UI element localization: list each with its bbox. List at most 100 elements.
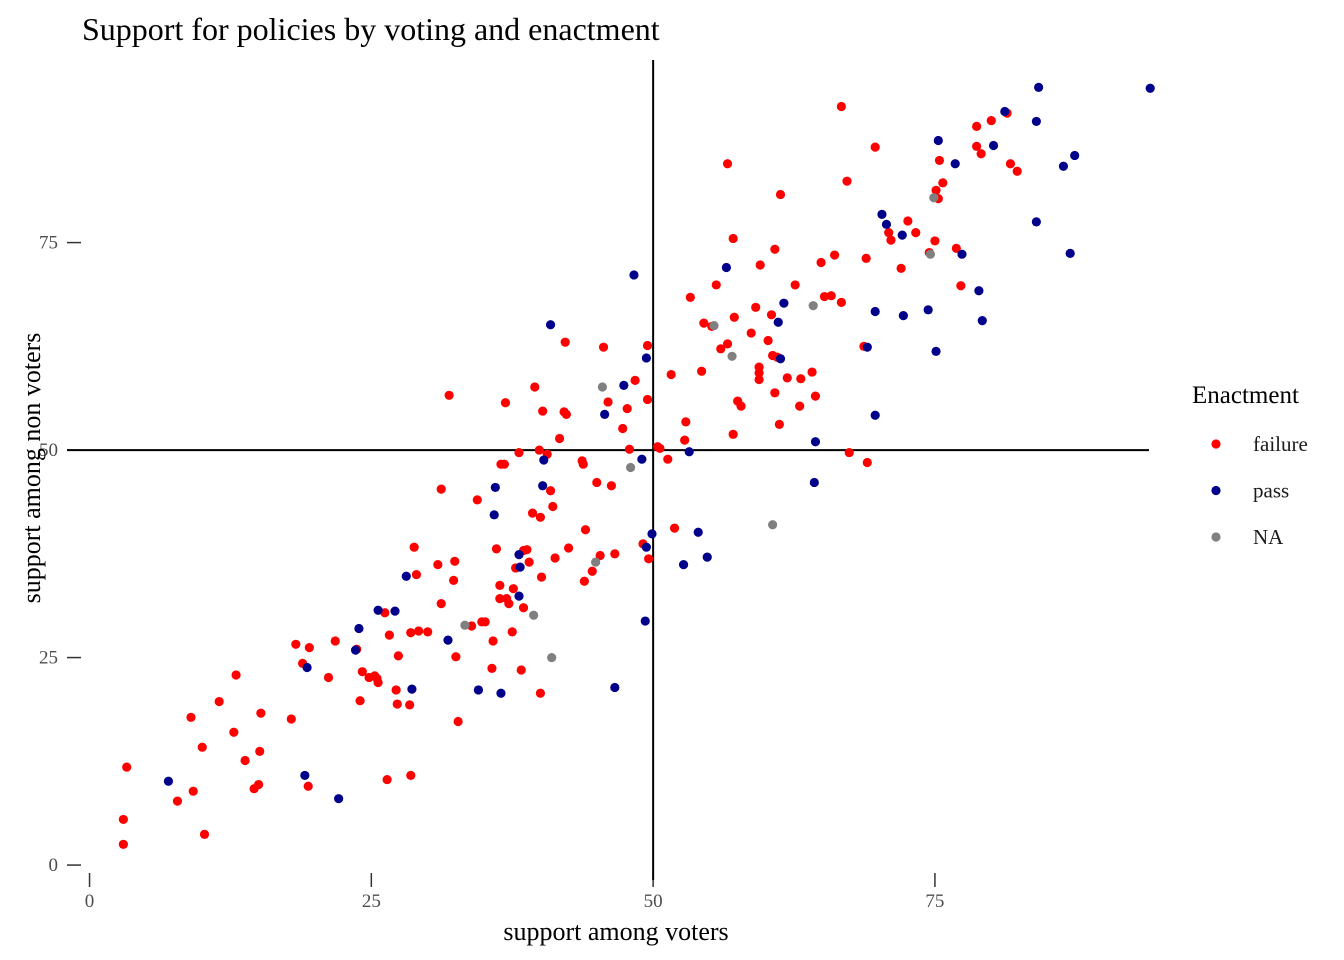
- point-pass-29: [647, 529, 657, 539]
- point-pass-48: [931, 346, 941, 356]
- point-pass-5: [354, 623, 364, 634]
- point-pass-57: [1031, 217, 1041, 227]
- point-failure-22: [330, 636, 340, 646]
- point-na-3: [591, 557, 601, 567]
- point-failure-87: [560, 337, 570, 347]
- point-failure-48: [450, 556, 460, 566]
- point-failure-165: [911, 228, 921, 238]
- point-failure-97: [598, 342, 609, 352]
- point-failure-79: [536, 572, 547, 582]
- point-failure-180: [1012, 166, 1022, 176]
- point-failure-175: [972, 141, 982, 151]
- point-failure-45: [436, 484, 446, 494]
- point-failure-170: [934, 155, 945, 166]
- point-failure-6: [197, 742, 207, 752]
- point-failure-163: [896, 263, 906, 273]
- point-failure-121: [716, 344, 726, 354]
- point-failure-34: [392, 699, 402, 709]
- point-pass-11: [473, 685, 484, 695]
- point-pass-3: [334, 794, 344, 804]
- point-na-7: [727, 351, 737, 361]
- point-failure-71: [518, 603, 529, 613]
- legend-key-pass: [1211, 485, 1221, 496]
- point-failure-62: [500, 398, 511, 408]
- point-failure-177: [986, 115, 996, 126]
- point-pass-61: [1070, 150, 1080, 161]
- point-pass-13: [490, 482, 500, 493]
- point-failure-128: [736, 401, 746, 411]
- point-failure-167: [930, 236, 940, 246]
- point-failure-107: [642, 394, 653, 405]
- point-failure-134: [755, 260, 765, 270]
- point-failure-17: [291, 639, 301, 649]
- point-failure-47: [449, 575, 459, 585]
- point-failure-151: [826, 291, 836, 301]
- point-failure-35: [393, 651, 403, 661]
- point-pass-49: [933, 135, 943, 146]
- legend-label-na: NA: [1253, 525, 1284, 549]
- legend-key-na: [1211, 532, 1221, 542]
- point-failure-108: [644, 554, 654, 564]
- point-pass-32: [693, 527, 703, 537]
- point-failure-89: [563, 543, 574, 553]
- point-pass-24: [629, 270, 639, 280]
- point-na-4: [597, 382, 608, 392]
- point-failure-92: [579, 576, 589, 586]
- point-failure-55: [487, 663, 497, 673]
- point-failure-116: [685, 292, 695, 302]
- point-pass-60: [1065, 248, 1075, 258]
- point-pass-17: [515, 562, 525, 572]
- point-pass-22: [610, 682, 620, 693]
- point-failure-2: [122, 762, 132, 772]
- legend-title: Enactment: [1192, 382, 1299, 409]
- point-failure-179: [1005, 159, 1016, 169]
- point-pass-41: [870, 306, 880, 317]
- point-failure-29: [373, 677, 383, 688]
- point-failure-144: [790, 280, 800, 290]
- point-failure-159: [862, 457, 872, 468]
- x-axis-title: support among voters: [503, 917, 728, 946]
- legend: Enactment failure pass NA: [1192, 382, 1308, 549]
- point-pass-9: [407, 684, 417, 694]
- point-failure-161: [884, 228, 894, 238]
- point-failure-49: [451, 652, 461, 662]
- point-failure-154: [836, 101, 846, 112]
- point-failure-83: [548, 501, 558, 512]
- point-failure-3: [172, 796, 183, 806]
- point-failure-88: [561, 409, 571, 419]
- point-pass-39: [810, 437, 821, 447]
- x-tick-label-75: 75: [925, 891, 944, 912]
- point-failure-13: [254, 779, 264, 790]
- point-failure-21: [323, 672, 334, 683]
- point-failure-77: [535, 512, 546, 522]
- point-failure-19: [304, 643, 314, 653]
- point-failure-149: [816, 257, 826, 268]
- point-failure-103: [624, 444, 635, 454]
- point-failure-122: [722, 339, 733, 349]
- point-pass-34: [721, 262, 732, 273]
- point-failure-160: [870, 142, 880, 152]
- point-pass-16: [514, 550, 524, 560]
- point-pass-26: [640, 616, 650, 626]
- point-failure-76: [534, 445, 544, 455]
- point-na-6: [709, 320, 719, 331]
- point-failure-69: [516, 665, 526, 675]
- point-failure-110: [655, 443, 665, 454]
- point-failure-40: [411, 569, 422, 580]
- series-pass: [163, 82, 1155, 804]
- x-tick-label-25: 25: [362, 891, 381, 912]
- point-failure-126: [729, 312, 739, 322]
- point-pass-20: [545, 320, 556, 330]
- point-failure-10: [231, 670, 241, 680]
- point-na-11: [929, 193, 939, 203]
- point-failure-24: [355, 696, 365, 706]
- y-axis-title: support among non voters: [17, 333, 46, 604]
- x-tick-label-50: 50: [644, 891, 663, 912]
- point-failure-46: [444, 390, 454, 400]
- point-failure-64: [504, 599, 514, 609]
- point-pass-46: [898, 311, 908, 321]
- point-failure-171: [938, 178, 948, 188]
- point-pass-7: [390, 606, 400, 616]
- point-na-10: [925, 249, 936, 259]
